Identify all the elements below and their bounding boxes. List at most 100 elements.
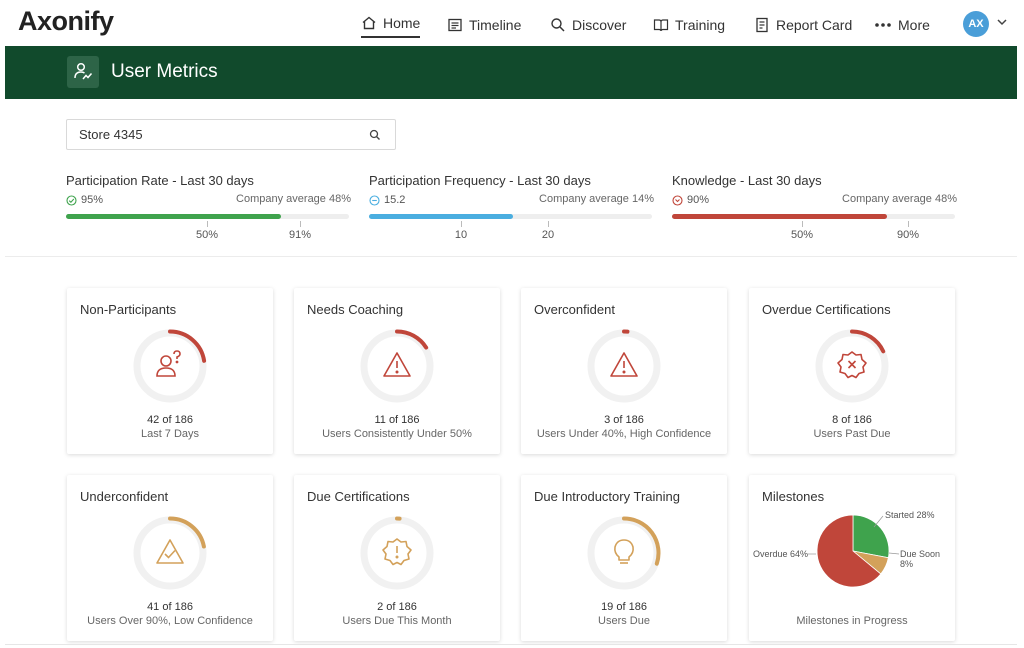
nav-more[interactable]: More <box>874 14 930 36</box>
metric-progress-fill <box>672 214 888 219</box>
metric-value-text: 95% <box>81 194 104 206</box>
metric-progress-fill <box>369 214 514 219</box>
progress-arc <box>850 329 886 354</box>
card-needs-coaching[interactable]: Needs Coaching 11 of 186 Users Consisten… <box>294 288 500 454</box>
card-subtitle: Users Due <box>598 615 650 627</box>
top-nav: Axonify Home Timeline Discover Training … <box>0 0 1024 46</box>
metric-progress-track <box>672 214 955 219</box>
card-due-certifications[interactable]: Due Certifications 2 of 186 Users Due Th… <box>294 475 500 641</box>
card-count: 8 of 186 <box>832 414 872 426</box>
metric-tick-label: 10 <box>454 229 468 241</box>
card-underconfident[interactable]: Underconfident 41 of 186 Users Over 90%,… <box>67 475 273 641</box>
store-search-input[interactable]: Store 4345 <box>66 119 396 150</box>
metric-tick <box>548 221 549 227</box>
avatar-initials: AX <box>968 18 984 30</box>
nav-discover[interactable]: Discover <box>550 14 626 36</box>
check-triangle-icon <box>156 539 184 564</box>
metric-tick <box>461 221 462 227</box>
card-title: Needs Coaching <box>307 302 404 317</box>
metric-company-average: Company average 48% <box>842 193 957 205</box>
card-count: 2 of 186 <box>377 601 417 613</box>
card-title: Non-Participants <box>80 302 177 317</box>
card-subtitle: Users Due This Month <box>342 615 452 627</box>
card-count: 11 of 186 <box>374 414 420 426</box>
pie-slice-2 <box>816 514 882 588</box>
search-icon <box>551 18 565 32</box>
card-overdue-certifications[interactable]: Overdue Certifications 8 of 186 Users Pa… <box>749 288 955 454</box>
page-title: User Metrics <box>111 61 218 82</box>
card-due-introductory-training[interactable]: Due Introductory Training 19 of 186 User… <box>521 475 727 641</box>
metric-progress-track <box>369 214 652 219</box>
metric-tick-label: 50% <box>790 229 814 241</box>
warning-icon <box>383 352 411 377</box>
progress-ring <box>360 329 434 403</box>
store-search-value: Store 4345 <box>79 127 143 142</box>
logo-text: Axonify <box>18 6 114 36</box>
metric-title: Participation Frequency - Last 30 days <box>369 173 591 188</box>
progress-ring <box>587 329 661 403</box>
card-non-participants[interactable]: Non-Participants 42 of 186 Last 7 Days <box>67 288 273 454</box>
milestones-pie-chart <box>816 514 890 588</box>
page-header: User Metrics <box>5 46 1017 99</box>
pie-label-due-soon: Due Soon 8% <box>900 549 941 569</box>
nav-training[interactable]: Training <box>653 14 725 36</box>
progress-ring <box>360 516 434 590</box>
nav-home[interactable]: Home <box>361 12 421 38</box>
card-title: Underconfident <box>80 489 169 504</box>
nav-more-label: More <box>898 17 930 33</box>
metric-tick-label: 50% <box>195 229 219 241</box>
user-metrics-icon <box>67 56 99 88</box>
card-title: Due Introductory Training <box>534 489 680 504</box>
timeline-icon <box>448 18 462 32</box>
metric-tick-label: 91% <box>288 229 312 241</box>
metric-participation-rate: Participation Rate - Last 30 days 95% Co… <box>66 173 351 243</box>
metric-company-average: Company average 48% <box>236 193 351 205</box>
pie-label-started: Started 28% <box>885 510 935 520</box>
metric-tick-label: 90% <box>896 229 920 241</box>
metric-progress-fill <box>66 214 282 219</box>
metric-tick <box>207 221 208 227</box>
card-count: 41 of 186 <box>147 601 193 613</box>
card-title: Overdue Certifications <box>762 302 891 317</box>
metric-title: Participation Rate - Last 30 days <box>66 173 254 188</box>
metric-tick <box>908 221 909 227</box>
card-subtitle: Users Over 90%, Low Confidence <box>87 615 253 627</box>
nav-report-card[interactable]: Report Card <box>754 14 852 36</box>
chevron-down-circle-icon <box>672 194 683 206</box>
progress-arc <box>168 329 207 363</box>
card-title: Due Certifications <box>307 489 410 504</box>
axonify-logo[interactable]: Axonify <box>18 6 114 37</box>
metric-tick <box>802 221 803 227</box>
metric-tick-label: 20 <box>541 229 555 241</box>
metric-progress-track <box>66 214 349 219</box>
progress-arc <box>168 516 206 549</box>
card-subtitle: Users Under 40%, High Confidence <box>536 428 712 440</box>
card-overconfident[interactable]: Overconfident 3 of 186 Users Under 40%, … <box>521 288 727 454</box>
chevron-down-icon[interactable] <box>996 16 1008 28</box>
nav-home-label: Home <box>383 15 421 31</box>
card-subtitle: Users Past Due <box>813 428 891 440</box>
metric-value: 95% <box>66 194 103 206</box>
card-subtitle: Users Consistently Under 50% <box>322 428 472 440</box>
divider <box>5 644 1017 645</box>
card-subtitle: Milestones in Progress <box>796 615 908 627</box>
avatar[interactable]: AX <box>963 11 989 37</box>
metric-title: Knowledge - Last 30 days <box>672 173 822 188</box>
card-title: Overconfident <box>534 302 615 317</box>
search-icon[interactable] <box>369 129 381 141</box>
nav-discover-label: Discover <box>572 17 627 33</box>
progress-ring <box>587 516 661 590</box>
metric-company-average: Company average 14% <box>539 193 654 205</box>
badge-alert-icon <box>382 538 412 566</box>
progress-arc <box>622 516 661 566</box>
pie-label-overdue: Overdue 64% <box>753 549 809 559</box>
card-count: 3 of 186 <box>604 414 644 426</box>
book-icon <box>653 19 669 32</box>
card-title: Milestones <box>762 489 825 504</box>
metric-value: 90% <box>672 194 709 206</box>
card-milestones[interactable]: Milestones Started 28% Due Soon 8% Overd… <box>749 475 955 641</box>
warning-icon <box>610 352 638 377</box>
progress-ring <box>133 329 207 403</box>
badge-x-icon <box>837 351 867 379</box>
nav-timeline[interactable]: Timeline <box>447 14 521 36</box>
